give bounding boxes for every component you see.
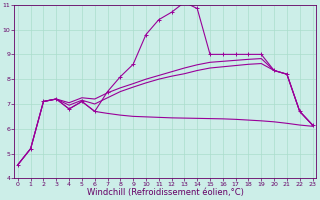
X-axis label: Windchill (Refroidissement éolien,°C): Windchill (Refroidissement éolien,°C) [87, 188, 244, 197]
